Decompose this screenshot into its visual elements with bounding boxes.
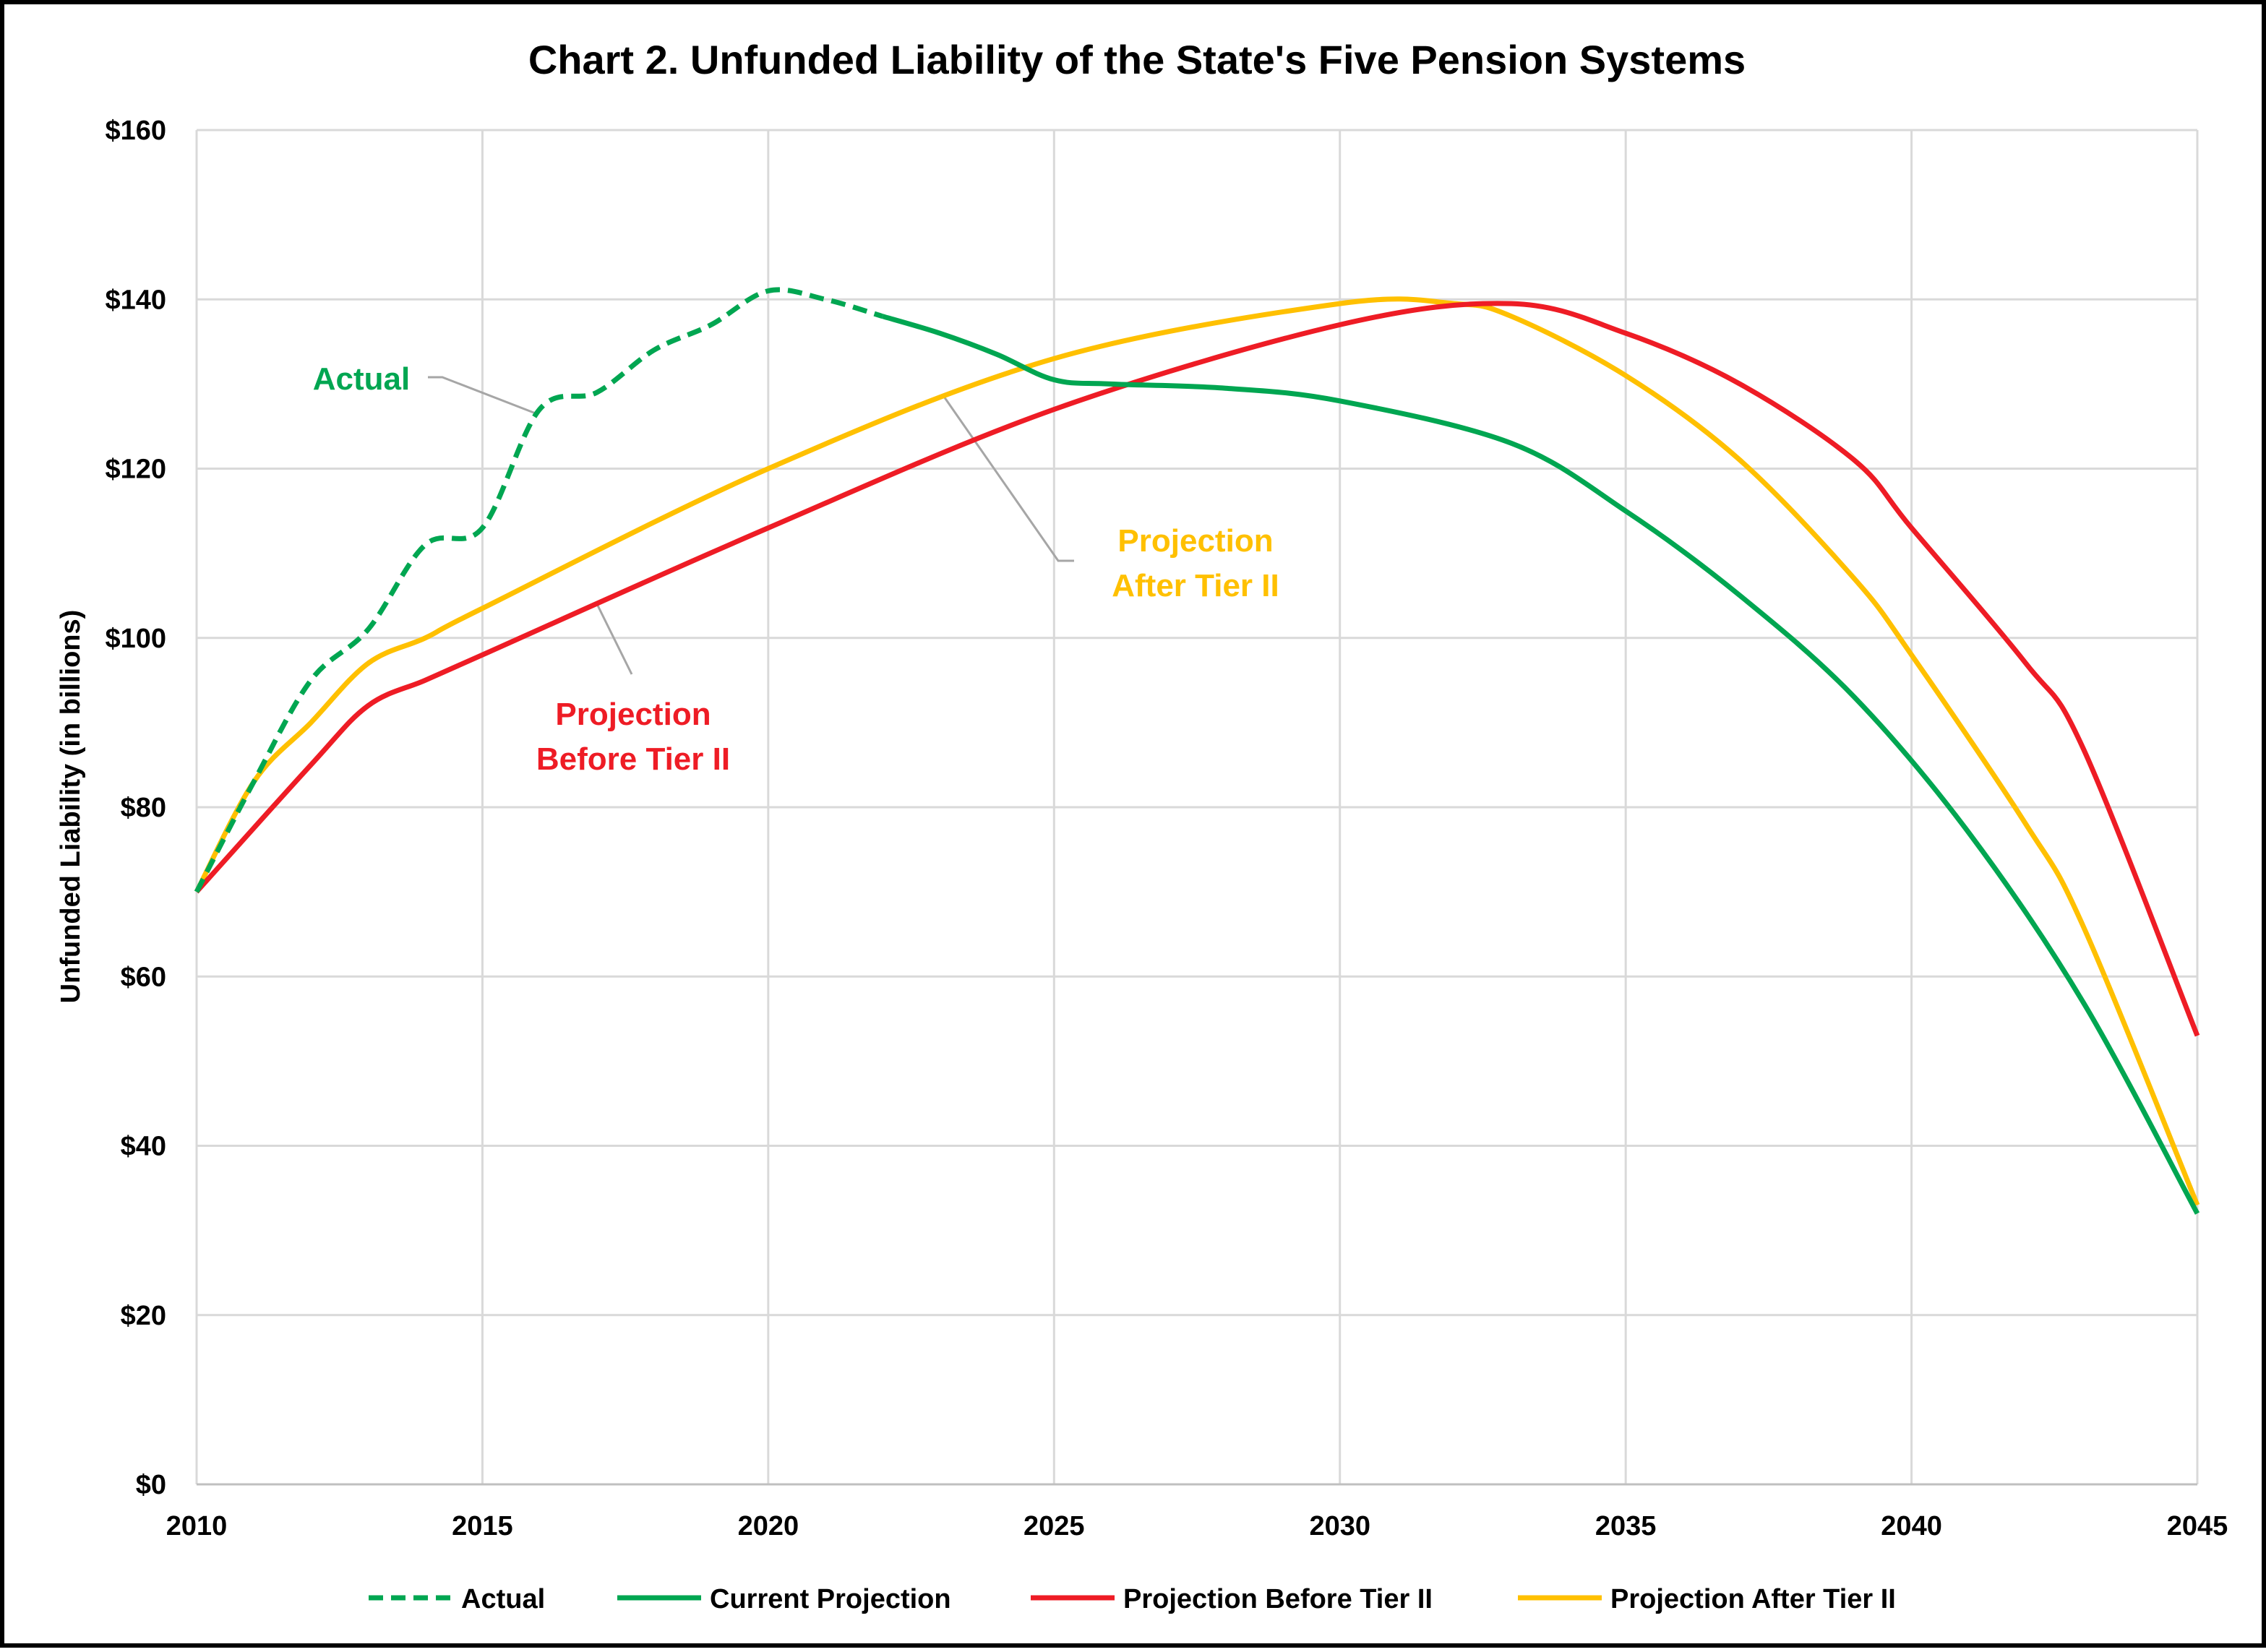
y-tick-label: $120 [105,455,166,485]
x-tick-label: 2015 [452,1511,513,1541]
y-tick-label: $20 [121,1301,166,1331]
annotation-label: Before Tier II [536,741,730,777]
annotation-leader-line [941,394,1074,562]
series-line-projection-before-tier-ii [194,301,2200,1037]
x-tick-label: 2020 [738,1511,799,1541]
annotation-label: Actual [313,361,410,397]
y-tick-label: $40 [121,1132,166,1162]
series-line-projection-after-tier-ii [194,296,2200,1206]
y-axis-label: Unfunded Liability (in billions) [56,610,86,1004]
x-tick-label: 2040 [1881,1511,1942,1541]
annotation-leaders [428,376,1074,675]
chart-title: Chart 2. Unfunded Liability of the State… [528,37,1746,82]
annotation-label: Projection [1117,523,1273,559]
legend-label: Projection Before Tier II [1123,1584,1433,1614]
axis-ticks: $0 $20 $40 $60 $80 $100 $120 $140 $160 2010 2015 20… [105,116,2228,1541]
series-line-current-projection [882,314,2200,1215]
y-tick-label: $60 [121,962,166,992]
series-line-actual [194,287,883,893]
legend-label: Projection After Tier II [1610,1584,1896,1614]
annotation-leader-line [596,605,633,675]
annotation-leader-line [428,376,536,415]
x-tick-label: 2045 [2167,1511,2228,1541]
line-chart: Chart 2. Unfunded Liability of the State… [56,37,2228,1614]
legend-label: Actual [461,1584,545,1614]
gridlines [195,129,2199,1486]
x-tick-label: 2025 [1023,1511,1085,1541]
x-tick-label: 2035 [1595,1511,1657,1541]
y-tick-label: $80 [121,793,166,823]
y-tick-label: $140 [105,285,166,315]
annotation-label: After Tier II [1112,568,1279,603]
legend: Actual Current Projection Projection Befor… [369,1584,1896,1614]
annotation-label: Projection [555,697,711,732]
annotations: Actual Projection After Tier II Projection B… [313,361,1279,777]
y-tick-label: $0 [136,1470,166,1500]
x-tick-label: 2010 [166,1511,228,1541]
y-tick-label: $100 [105,624,166,654]
x-tick-label: 2030 [1309,1511,1370,1541]
y-tick-label: $160 [105,116,166,146]
series-lines [194,287,2200,1215]
legend-label: Current Projection [710,1584,951,1614]
